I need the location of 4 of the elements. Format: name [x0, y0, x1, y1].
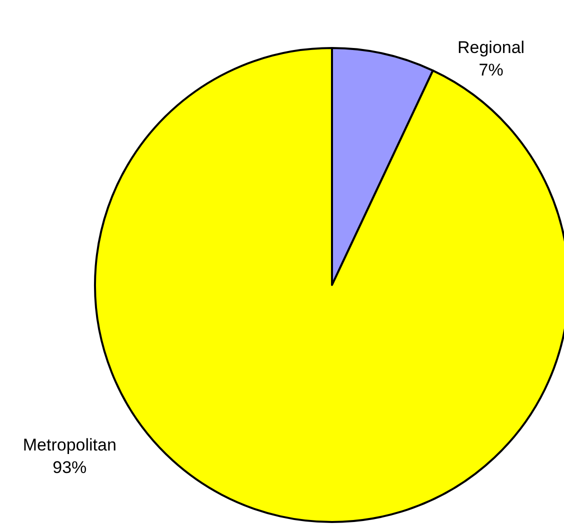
- slice-label: Regional: [457, 38, 525, 57]
- slice-label: Metropolitan: [22, 435, 116, 454]
- data-label: 7%: [478, 60, 504, 80]
- data-label: 93%: [52, 458, 87, 478]
